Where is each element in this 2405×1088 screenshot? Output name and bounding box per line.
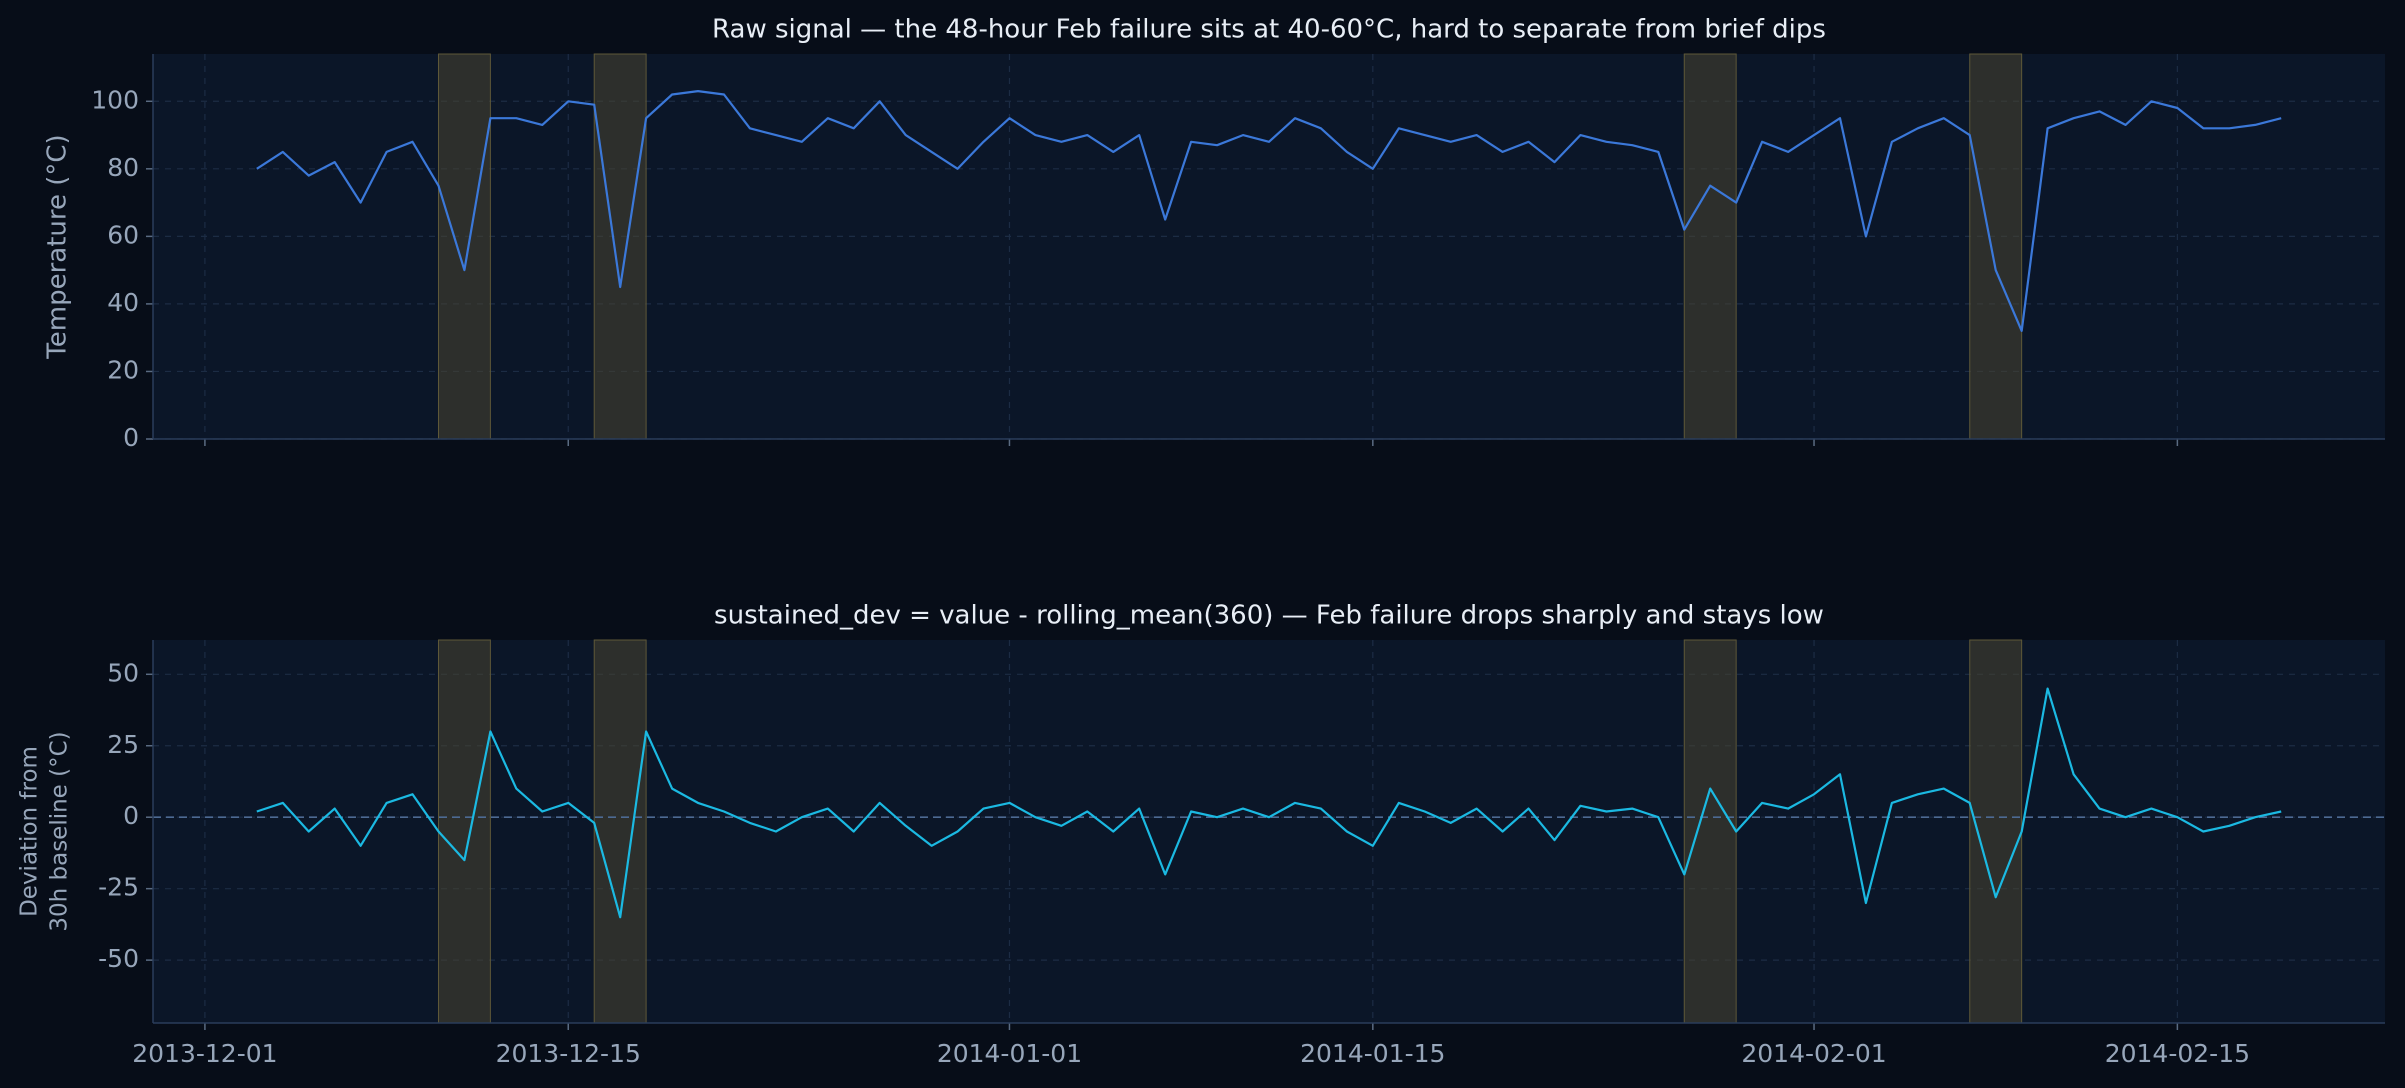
x-tick-label: 2013-12-15: [496, 1039, 641, 1068]
y-axis-label: 30h baseline (°C): [47, 731, 73, 931]
chart-title: sustained_dev = value - rolling_mean(360…: [714, 601, 1824, 631]
y-tick-label: 0: [123, 801, 139, 830]
x-tick-label: 2014-01-15: [1300, 1039, 1445, 1068]
anomaly-window: [1683, 639, 1737, 1024]
y-tick-label: 60: [107, 220, 139, 249]
y-tick-label: 40: [107, 288, 139, 317]
y-tick-label: 80: [107, 153, 139, 182]
anomaly-window: [437, 53, 491, 440]
anomaly-window: [1683, 53, 1737, 440]
x-tick-label: 2014-02-01: [1741, 1039, 1886, 1068]
y-tick-label: 100: [91, 85, 139, 114]
y-tick-label: -25: [98, 873, 139, 902]
anomaly-window: [1969, 53, 2023, 440]
y-axis-label: Temperature (°C): [43, 134, 73, 359]
chart-title: Raw signal — the 48-hour Feb failure sit…: [712, 15, 1826, 45]
y-axis-label: Deviation from: [17, 746, 43, 917]
anomaly-window: [593, 639, 647, 1024]
x-tick-label: 2013-12-01: [132, 1039, 277, 1068]
signal-line: [256, 90, 2282, 332]
anomaly-window: [437, 639, 491, 1024]
y-tick-label: 0: [123, 423, 139, 452]
anomaly-window: [593, 53, 647, 440]
y-tick-label: 25: [107, 730, 139, 759]
x-tick-label: 2014-01-01: [937, 1039, 1082, 1068]
y-tick-label: -50: [98, 944, 139, 973]
x-tick-label: 2014-02-15: [2105, 1039, 2250, 1068]
signal-line: [256, 687, 2282, 919]
y-tick-label: 20: [107, 355, 139, 384]
y-tick-label: 50: [107, 658, 139, 687]
